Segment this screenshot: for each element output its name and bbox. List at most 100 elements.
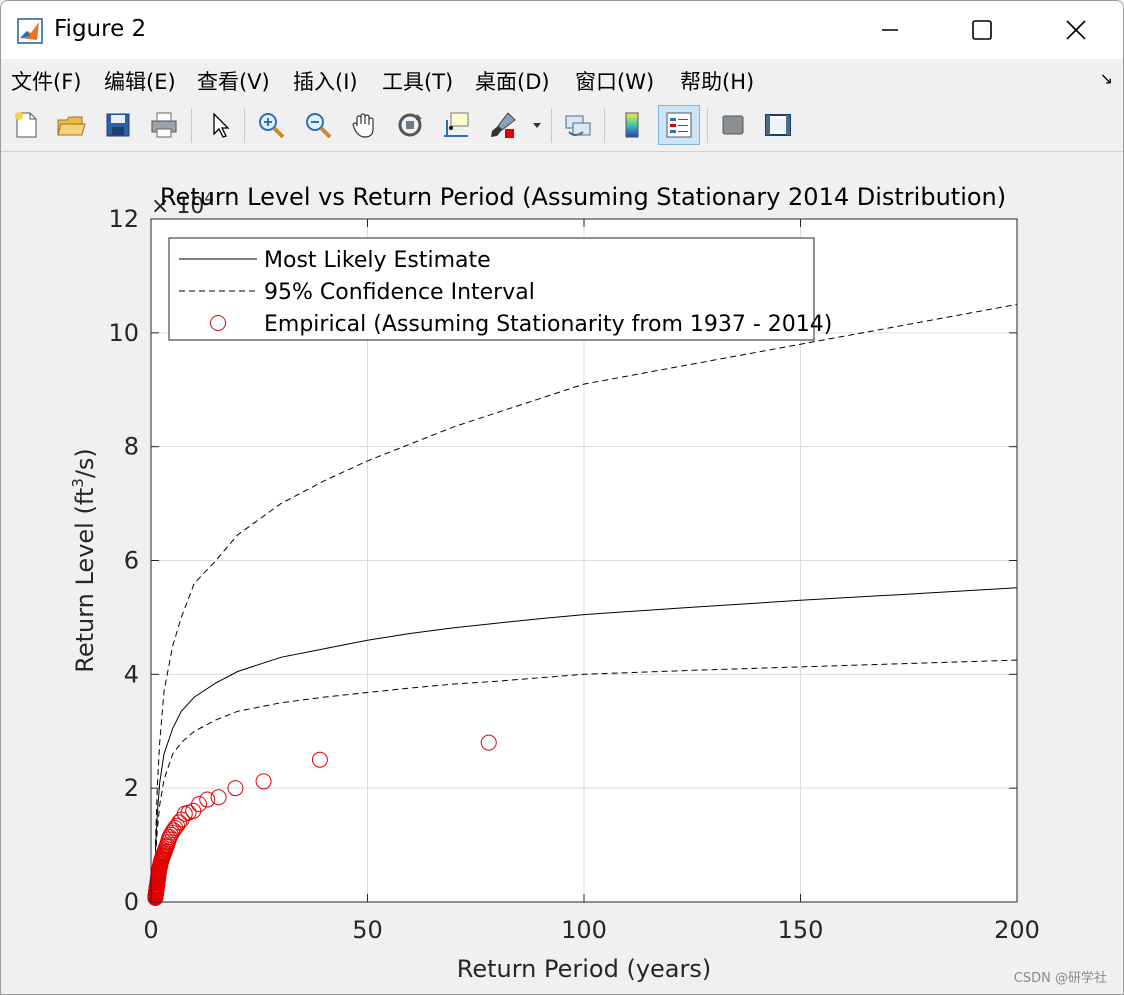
printer-icon — [151, 112, 177, 138]
maximize-button[interactable] — [936, 1, 1028, 59]
new-figure-button[interactable] — [8, 107, 44, 143]
show-plot-tools-button[interactable] — [760, 107, 796, 143]
menu-window[interactable]: 窗口(W) — [575, 70, 655, 94]
x-tick-label: 0 — [143, 916, 158, 944]
y-tick-label: 6 — [124, 547, 139, 575]
brush-button[interactable] — [485, 107, 521, 143]
show-plot-tools-icon — [765, 114, 791, 136]
save-button[interactable] — [100, 107, 136, 143]
new-file-icon — [15, 112, 37, 138]
empirical-point — [480, 734, 497, 751]
window-title: Figure 2 — [54, 16, 147, 42]
legend-marker-swatch — [210, 315, 226, 331]
x-tick-label: 50 — [352, 916, 383, 944]
legend-button[interactable] — [658, 105, 700, 145]
confidence-interval-line — [154, 659, 1018, 857]
menu-file[interactable]: 文件(F) — [11, 70, 82, 94]
y-axis-label-main: Return Level (ft — [71, 488, 99, 673]
x-tick-label: 150 — [778, 916, 824, 944]
maximize-icon — [972, 20, 992, 40]
toolbar-separator — [551, 109, 552, 143]
zoom-in-button[interactable] — [253, 107, 289, 143]
menu-edit[interactable]: 编辑(E) — [104, 70, 176, 94]
legend-box — [168, 237, 815, 341]
minimize-icon — [882, 29, 898, 31]
menu-bar: 文件(F) 编辑(E) 查看(V) 插入(I) 工具(T) 桌面(D) 窗口(W… — [1, 61, 1123, 99]
most-likely-estimate-line — [154, 587, 1018, 851]
legend[interactable]: Most Likely Estimate 95% Confidence Inter… — [168, 237, 832, 341]
chart-title: Return Level vs Return Period (Assuming … — [160, 183, 1006, 211]
toolbar-separator — [244, 109, 245, 143]
dock-arrow-icon[interactable]: ↘ — [1099, 69, 1113, 88]
menu-help[interactable]: 帮助(H) — [680, 70, 755, 94]
close-icon — [1066, 20, 1086, 40]
empirical-point — [255, 773, 272, 790]
brush-dropdown[interactable] — [528, 107, 546, 143]
y-tick-label: 4 — [124, 660, 139, 688]
figure-canvas: 0 50 100 150 200 0 2 4 6 8 10 12 × 104 Return Level… — [3, 152, 1121, 992]
colorbar-icon — [625, 112, 639, 138]
legend-icon — [666, 112, 692, 138]
chevron-down-icon — [533, 123, 541, 128]
hand-pan-icon — [352, 113, 374, 138]
print-button[interactable] — [146, 107, 182, 143]
y-axis-label-tail: /s) — [71, 448, 99, 478]
menu-insert[interactable]: 插入(I) — [293, 70, 358, 94]
legend-label: 95% Confidence Interval — [264, 280, 535, 305]
menu-desktop[interactable]: 桌面(D) — [475, 70, 550, 94]
close-button[interactable] — [1030, 1, 1122, 59]
figure-toolbar — [1, 101, 1123, 152]
zoom-out-button[interactable] — [300, 107, 336, 143]
empirical-point — [199, 791, 216, 808]
y-tick-label: 12 — [108, 205, 139, 233]
y-exponent-power: 4 — [204, 189, 214, 207]
menu-view[interactable]: 查看(V) — [197, 70, 270, 94]
minimize-button[interactable] — [844, 1, 936, 59]
y-tick-label: 2 — [124, 774, 139, 802]
empirical-point — [311, 751, 328, 768]
title-bar: Figure 2 — [1, 1, 1123, 59]
hide-plot-tools-button[interactable] — [715, 107, 751, 143]
legend-label: Empirical (Assuming Stationarity from 19… — [264, 312, 832, 337]
zoom-out-icon — [306, 113, 332, 139]
rotate-3d-button[interactable] — [392, 107, 428, 143]
watermark-text: CSDN @研学社 — [1013, 971, 1107, 986]
y-tick-label: 10 — [108, 319, 139, 347]
y-exponent-label: × 104 — [151, 189, 214, 219]
legend-label: Most Likely Estimate — [264, 248, 491, 273]
brush-icon — [491, 112, 516, 138]
empirical-point — [227, 780, 244, 797]
link-plot-button[interactable] — [560, 107, 596, 143]
zoom-in-icon — [259, 113, 285, 139]
pan-button[interactable] — [346, 107, 382, 143]
data-cursor-button[interactable] — [438, 107, 474, 143]
open-file-button[interactable] — [53, 107, 89, 143]
y-exponent-base: × 10 — [151, 194, 204, 219]
y-axis-label: Return Level (ft3/s) — [69, 448, 99, 673]
toolbar-separator — [707, 109, 708, 143]
confidence-interval-line — [154, 303, 1018, 846]
x-axis-label: Return Period (years) — [457, 955, 712, 983]
toolbar-separator — [191, 109, 192, 143]
x-tick-label: 100 — [561, 916, 607, 944]
tick-layer: 0 50 100 150 200 0 2 4 6 8 10 12 — [108, 205, 1039, 944]
y-tick-label: 0 — [124, 888, 139, 916]
data-tip-icon — [444, 112, 469, 137]
empirical-point — [210, 789, 227, 806]
save-disk-icon — [106, 113, 130, 137]
open-folder-icon — [57, 116, 86, 136]
colorbar-button[interactable] — [614, 107, 650, 143]
toolbar-separator — [604, 109, 605, 143]
matlab-logo-icon — [17, 18, 43, 44]
empirical-point — [147, 890, 164, 907]
y-tick-label: 8 — [124, 433, 139, 461]
rotate-icon — [398, 113, 422, 137]
link-icon — [565, 115, 591, 136]
y-axis-label-superscript: 3 — [69, 478, 87, 488]
menu-tools[interactable]: 工具(T) — [382, 70, 454, 94]
edit-plot-button[interactable] — [202, 107, 238, 143]
cursor-arrow-icon — [213, 112, 230, 138]
empirical-point — [173, 811, 190, 828]
